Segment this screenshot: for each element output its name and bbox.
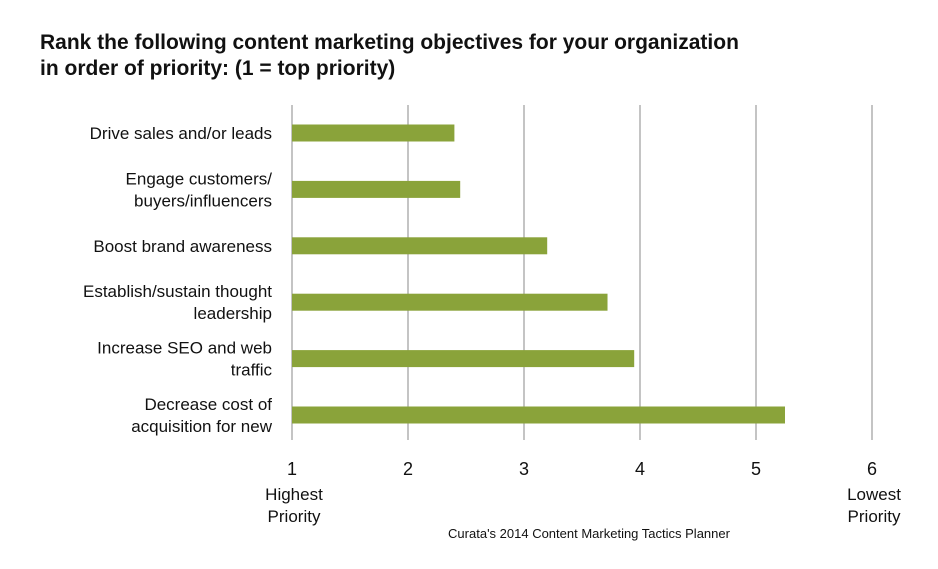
x-tick-label: 6 [867, 459, 877, 479]
x-axis-low-label: Priority [268, 507, 321, 526]
bar [292, 293, 608, 311]
bar [292, 124, 455, 142]
category-label: Drive sales and/or leads [90, 124, 272, 143]
source-note: Curata's 2014 Content Marketing Tactics … [448, 526, 730, 541]
bar [292, 237, 548, 255]
category-label: Decrease cost of [144, 395, 272, 414]
x-tick-label: 3 [519, 459, 529, 479]
category-label: acquisition for new [131, 417, 273, 436]
x-tick-label: 1 [287, 459, 297, 479]
bar [292, 406, 785, 424]
x-tick-label: 5 [751, 459, 761, 479]
category-label: traffic [231, 361, 273, 380]
category-label: Increase SEO and web [97, 339, 272, 358]
x-axis-high-label: Priority [848, 507, 901, 526]
chart-title: Rank the following content marketing obj… [40, 31, 739, 80]
bar [292, 180, 461, 198]
category-label: leadership [194, 304, 272, 323]
bar [292, 350, 635, 368]
category-label: Boost brand awareness [93, 237, 272, 256]
x-tick-label: 4 [635, 459, 645, 479]
category-label: buyers/influencers [134, 191, 272, 210]
x-axis-low-label: Highest [265, 485, 323, 504]
x-tick-label: 2 [403, 459, 413, 479]
category-label: Establish/sustain thought [83, 282, 272, 301]
category-label: Engage customers/ [126, 169, 273, 188]
x-axis-high-label: Lowest [847, 485, 901, 504]
